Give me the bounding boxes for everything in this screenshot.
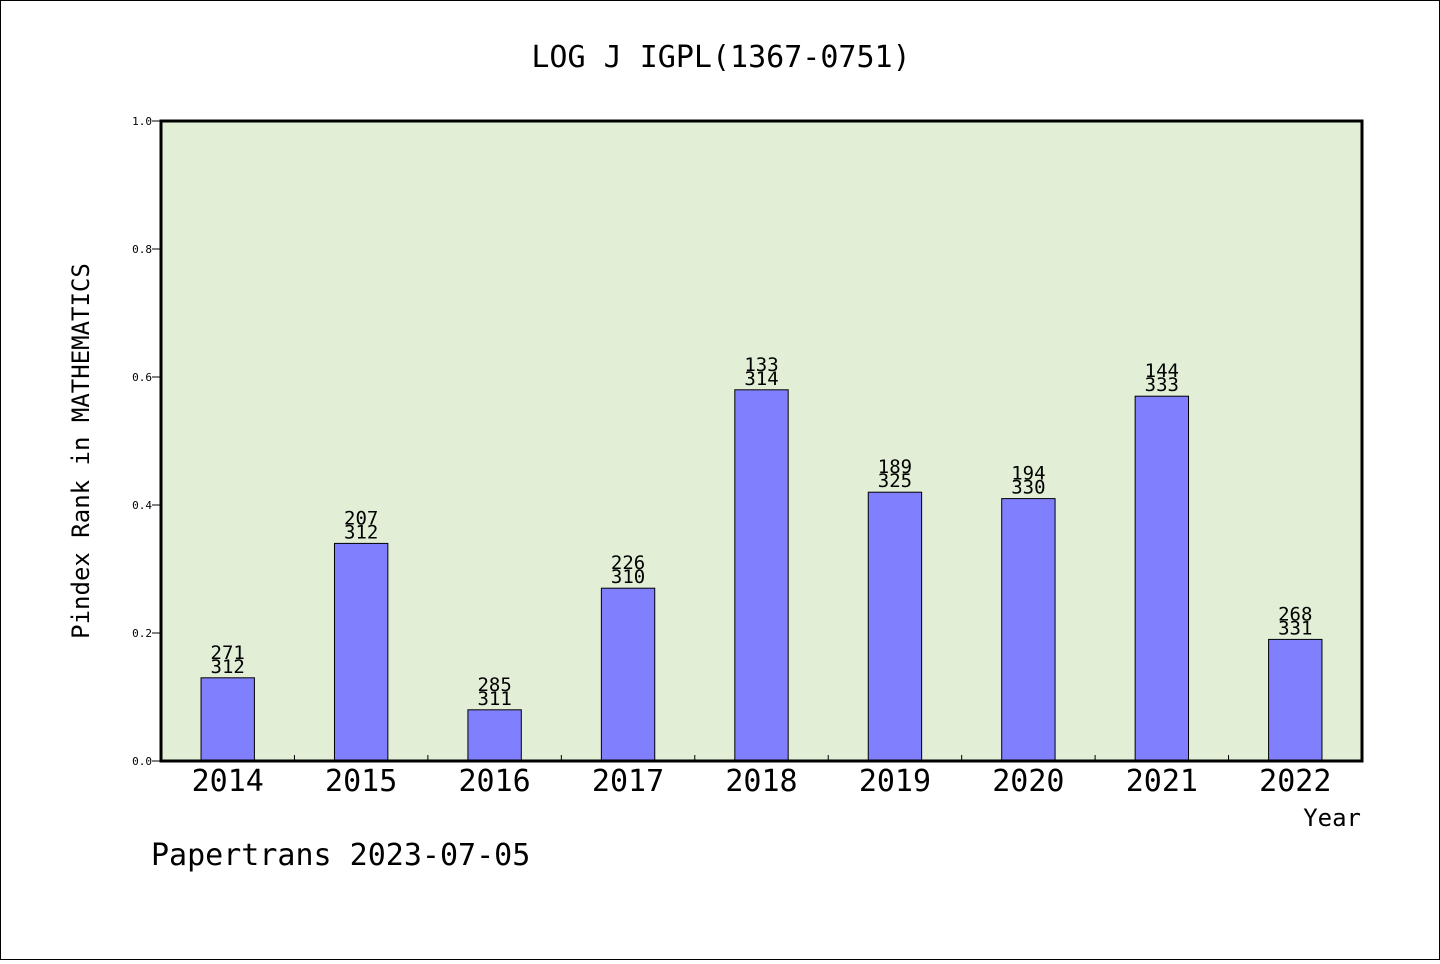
x-tick-label: 2014 [192,764,264,799]
bar [467,709,522,762]
plot-border [159,119,1364,763]
bar-label-bottom: 311 [477,688,511,710]
y-tick-label: 1.0 [132,115,152,128]
x-tick-label: 2020 [992,764,1064,799]
bar-label-top: 133 [744,354,778,376]
bar [600,587,656,762]
bar-label-top: 285 [477,674,511,696]
bar [734,389,789,762]
bar-label-bottom: 333 [1145,374,1179,396]
chart-title: LOG J IGPL(1367-0751) [531,40,910,75]
bar [200,677,255,762]
bar-label-bottom: 312 [344,521,378,543]
footer-text: Papertrans 2023-07-05 [151,838,530,873]
bar [1268,638,1323,762]
y-tick-label: 0.0 [132,755,152,768]
x-tick-label: 2016 [458,764,530,799]
y-axis-label: Pindex Rank in MATHEMATICS [67,263,95,639]
x-tick-label: 2017 [592,764,664,799]
bar-label-top: 268 [1278,603,1312,625]
bar [867,491,923,762]
y-axis: 0.0 0.2 0.4 0.6 0.8 1.0 [132,115,161,768]
bar-label-bottom: 312 [211,656,245,678]
x-tick-label: 2015 [325,764,397,799]
bar [1001,498,1056,762]
y-tick-label: 0.2 [132,627,152,640]
bar-label-top: 189 [878,456,912,478]
x-tick-label: 2019 [859,764,931,799]
bar-label-top: 194 [1011,463,1045,485]
bar-label-bottom: 325 [878,470,912,492]
bar-label-bottom: 314 [744,368,778,390]
bars: 3122713122073112853102263141333251893301… [200,354,1323,762]
y-tick-label: 0.6 [132,371,152,384]
bar-label-bottom: 310 [611,566,645,588]
bar-label-bottom: 330 [1011,477,1045,499]
bar-label-top: 226 [611,552,645,574]
bar [1134,395,1190,762]
x-tick-label: 2021 [1126,764,1198,799]
y-tick-label: 0.4 [132,499,152,512]
x-axis-label: Year [1303,804,1361,832]
x-tick-label: 2022 [1259,764,1331,799]
bar-label-top: 144 [1145,360,1179,382]
bar [333,542,389,762]
bar-label-bottom: 331 [1278,617,1312,639]
bar-label-top: 207 [344,507,378,529]
y-tick-label: 0.8 [132,243,152,256]
bar-label-top: 271 [211,642,245,664]
x-axis: 2014 2015 2016 2017 2018 2019 2020 2021 2022 [192,755,1331,799]
x-tick-label: 2018 [725,764,797,799]
